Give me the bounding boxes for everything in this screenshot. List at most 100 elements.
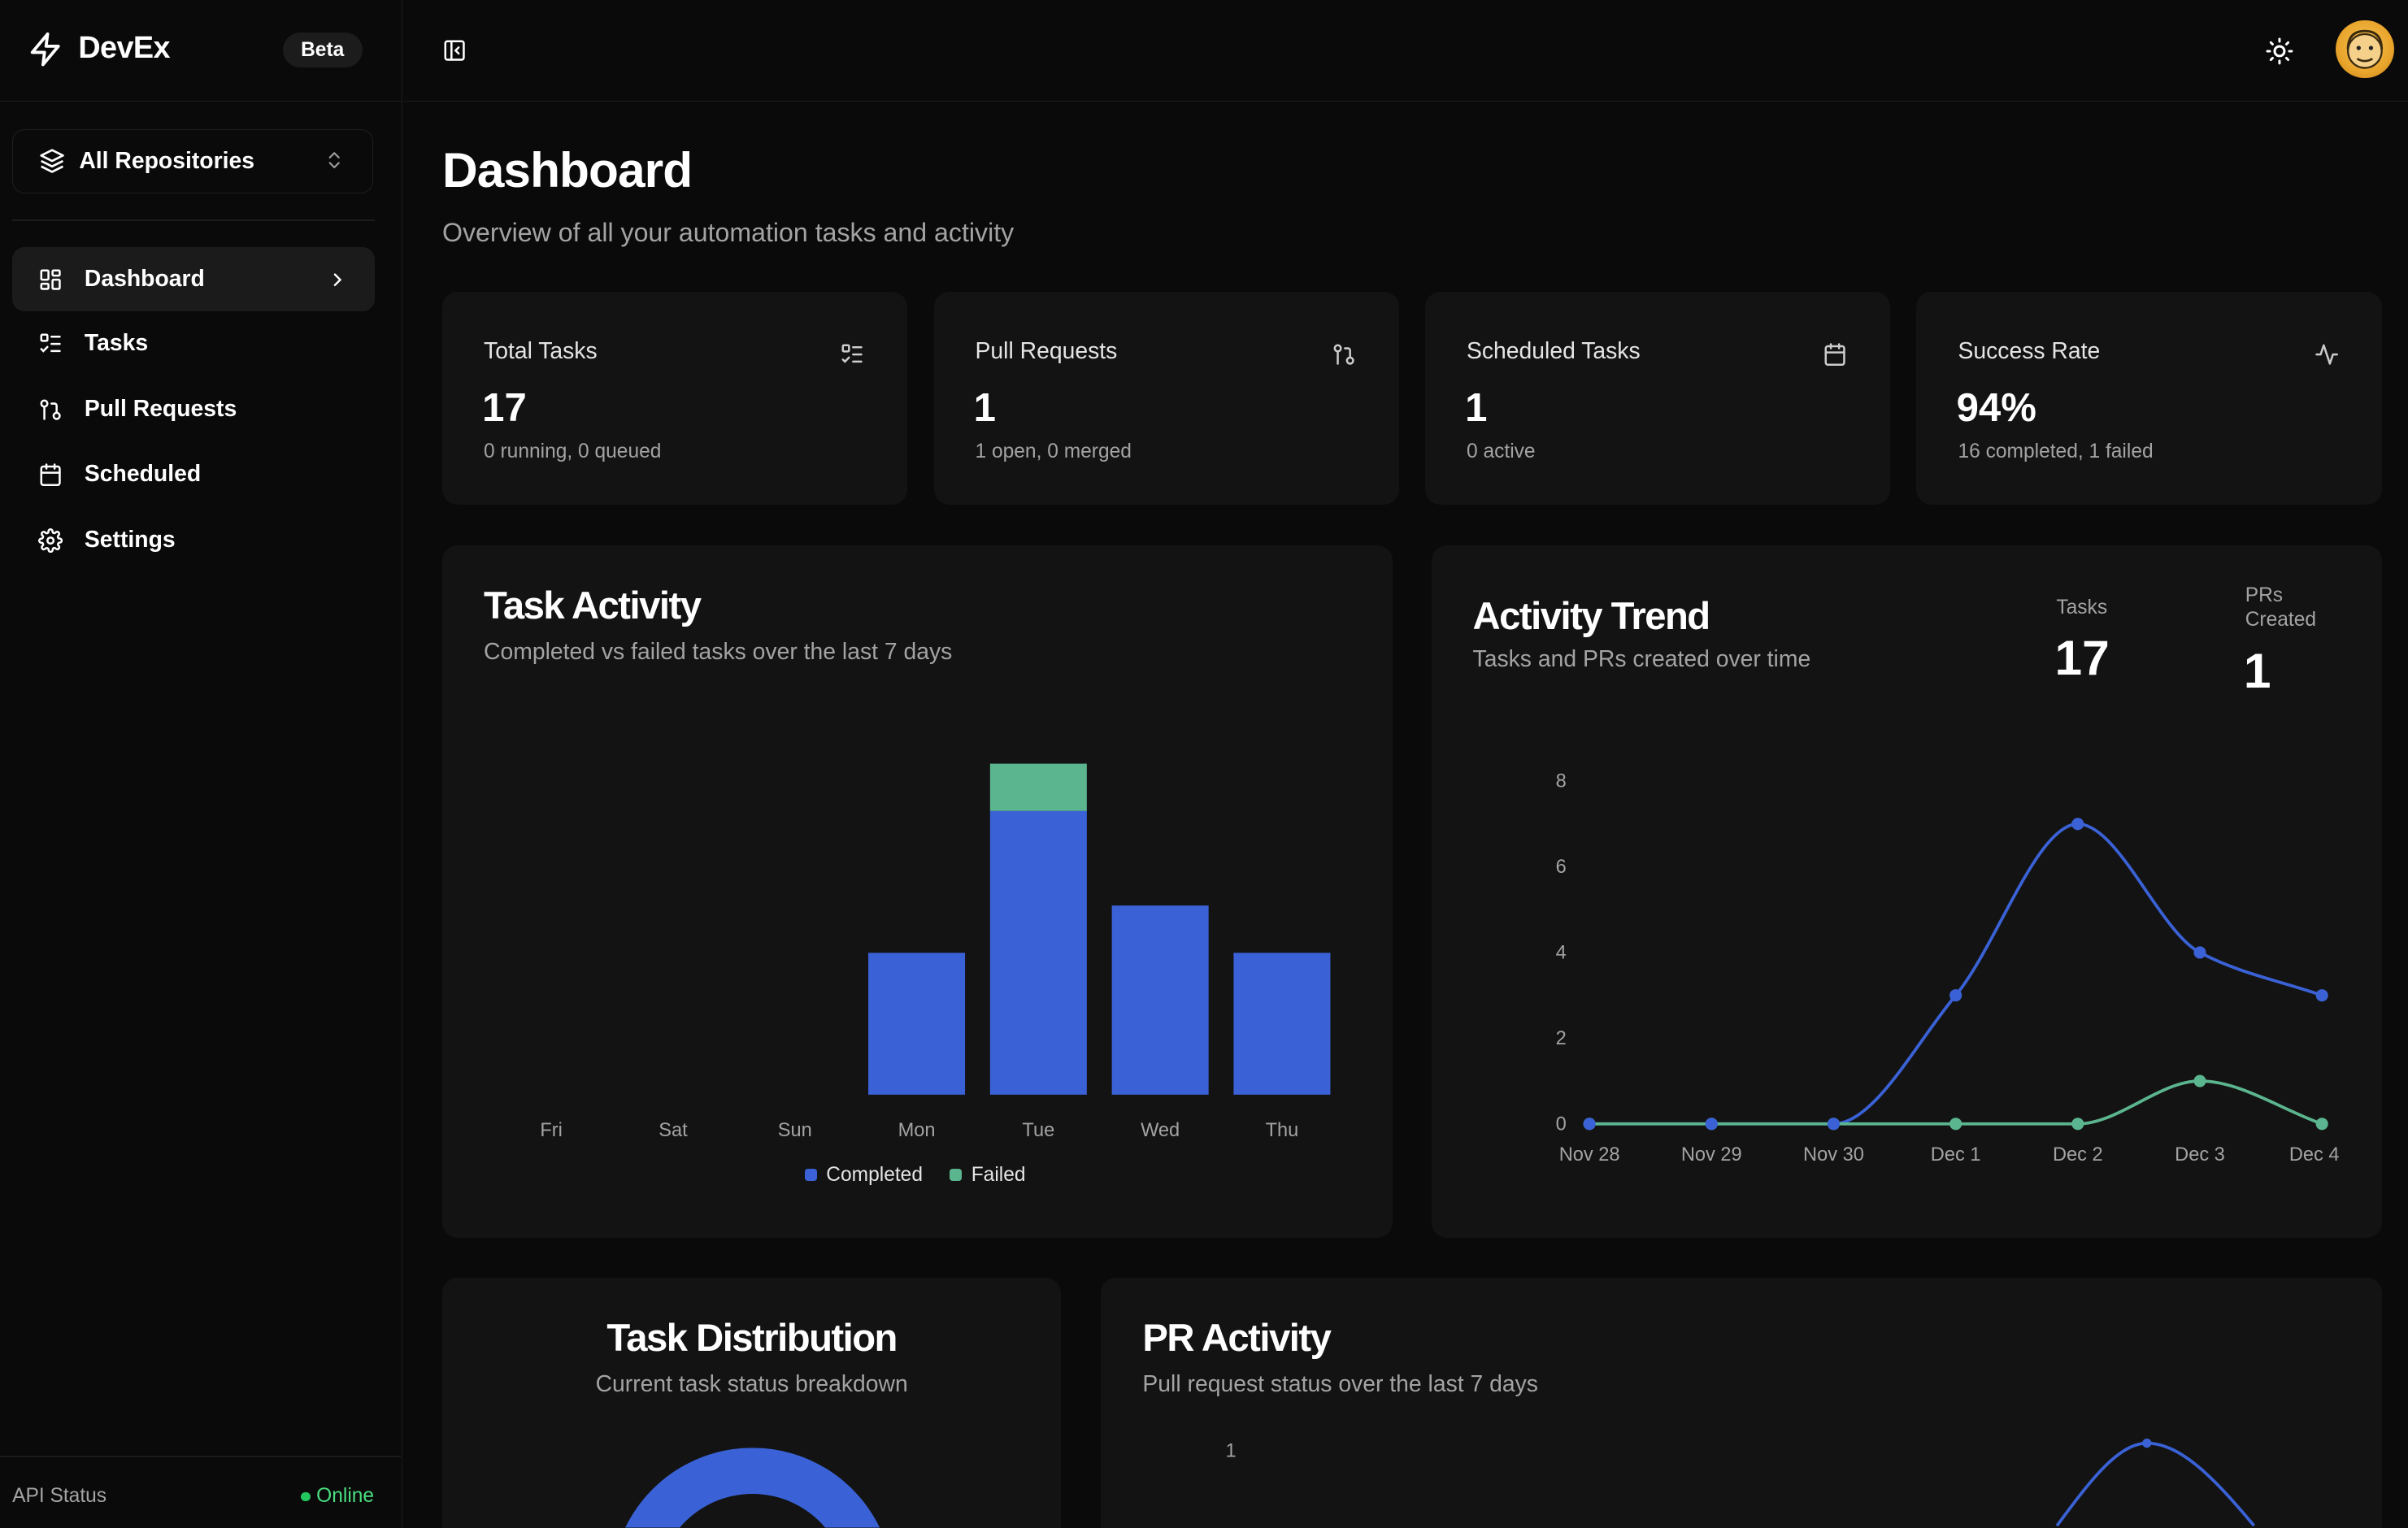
kpi-tasks-label: Tasks [2056,596,2108,619]
bar-completed [868,953,966,1095]
sidebar: DevEx Beta All Repositories Dashboard Ta… [0,0,402,1528]
card-title: PR Activity [1142,1316,1331,1360]
stat-value: 1 [973,386,996,431]
legend-swatch [950,1168,963,1181]
sidebar-item-tasks[interactable]: Tasks [12,311,375,375]
page-subtitle: Overview of all your automation tasks an… [442,218,1015,248]
tasks-point [2193,946,2206,959]
kpi-prs-value: 1 [2243,642,2271,698]
task-activity-card: Task Activity Completed vs failed tasks … [442,545,1393,1238]
prs-point [2193,1074,2206,1087]
app-name: DevEx [78,30,170,65]
sidebar-item-label: Tasks [84,330,149,357]
tasks-point [2315,989,2328,1002]
gear-icon [38,527,63,553]
layers-icon [40,149,64,174]
sidebar-item-label: Dashboard [84,265,205,292]
card-subtitle: Current task status breakdown [595,1370,908,1397]
pr-point [2142,1438,2152,1448]
stat-value: 17 [482,386,527,431]
list-checks-icon [40,333,61,353]
sidebar-footer-divider [0,1455,402,1457]
sidebar-item-label: Pull Requests [84,396,237,423]
stat-label: Pull Requests [975,337,1118,364]
user-avatar[interactable] [2336,20,2394,79]
chart-legend: Completed Failed [804,1163,1026,1187]
legend-item-completed[interactable]: Completed [804,1163,923,1186]
list-checks-icon [841,344,863,363]
prs-line [1589,1079,2323,1126]
sidebar-item-settings[interactable]: Settings [12,508,375,572]
x-tick-label: Sat [659,1120,688,1141]
repository-selector[interactable]: All Repositories [12,128,374,194]
theme-toggle-sun-icon[interactable] [2265,37,2294,66]
x-tick-label: Wed [1141,1120,1180,1141]
card-title: Activity Trend [1472,595,1711,639]
calendar-icon [40,462,61,486]
card-subtitle: Tasks and PRs created over time [1472,646,1811,673]
stat-card-total-tasks: Total Tasks 17 0 running, 0 queued [442,291,908,506]
y-tick-label: 6 [1556,857,1567,878]
layout-grid-icon [40,269,61,290]
top-bar [403,0,2408,102]
stat-label: Scheduled Tasks [1466,337,1641,364]
git-pull-request-icon [40,399,61,420]
donut-slice-completed [625,1448,880,1528]
sidebar-item-label: Scheduled [84,460,202,487]
beta-badge: Beta [282,32,363,68]
tasks-point [1827,1118,1841,1131]
kpi-prs-label: PRs Created [2245,584,2317,632]
sidebar-divider [12,219,375,221]
avatar-face-icon [2346,29,2384,69]
api-status-label: API Status [12,1484,107,1507]
git-pull-request-icon [1333,344,1354,365]
y-tick-label: 1 [1226,1441,1237,1462]
x-tick-label: Thu [1266,1120,1299,1141]
card-title: Task Distribution [606,1316,898,1360]
legend-label: Completed [826,1163,923,1186]
tasks-line [1589,822,2323,1126]
chevrons-up-down-icon [328,152,340,169]
x-tick-label: Nov 30 [1803,1144,1864,1166]
lightning-logo-icon [30,32,60,67]
card-subtitle: Completed vs failed tasks over the last … [484,638,953,665]
calendar-icon [1824,343,1845,367]
prs-point [2071,1118,2084,1131]
kpi-tasks-value: 17 [2054,630,2110,686]
x-tick-label: Sun [778,1120,812,1141]
stat-detail: 0 running, 0 queued [484,441,662,463]
bar-failed [989,763,1087,811]
tasks-point [1583,1118,1596,1131]
legend-swatch [804,1168,817,1181]
chevron-right-icon [334,272,342,286]
bar-completed [1111,905,1209,1095]
x-tick-label: Nov 29 [1681,1144,1742,1166]
x-tick-label: Fri [540,1120,563,1141]
sidebar-toggle-icon[interactable] [442,38,467,63]
prs-point [2315,1118,2328,1131]
bar-completed [1233,953,1331,1095]
sidebar-item-pull-requests[interactable]: Pull Requests [12,378,375,442]
x-tick-label: Dec 3 [2175,1144,2225,1166]
x-tick-label: Dec 1 [1931,1144,1981,1166]
repository-selector-label: All Repositories [79,148,254,175]
legend-item-failed[interactable]: Failed [950,1164,1026,1186]
stat-card-pull-requests: Pull Requests 1 1 open, 0 merged [933,291,1399,506]
stat-card-success-rate: Success Rate 94% 16 completed, 1 failed [1916,291,2382,506]
y-tick-label: 8 [1556,771,1567,792]
x-tick-label: Dec 4 [2289,1144,2340,1166]
pr-activity-card: PR Activity Pull request status over the… [1101,1277,2382,1528]
card-title: Task Activity [484,584,702,627]
activity-icon [2315,344,2338,365]
stat-card-scheduled-tasks: Scheduled Tasks 1 0 active [1424,291,1891,506]
card-subtitle: Pull request status over the last 7 days [1142,1370,1538,1397]
sidebar-item-dashboard[interactable]: Dashboard [12,247,375,312]
api-status-value: Online [316,1484,375,1507]
stat-label: Success Rate [1958,337,2101,364]
stat-value: 94% [1956,386,2036,431]
sidebar-item-label: Settings [84,526,176,553]
sidebar-item-scheduled[interactable]: Scheduled [12,442,375,506]
stat-value: 1 [1465,386,1488,431]
